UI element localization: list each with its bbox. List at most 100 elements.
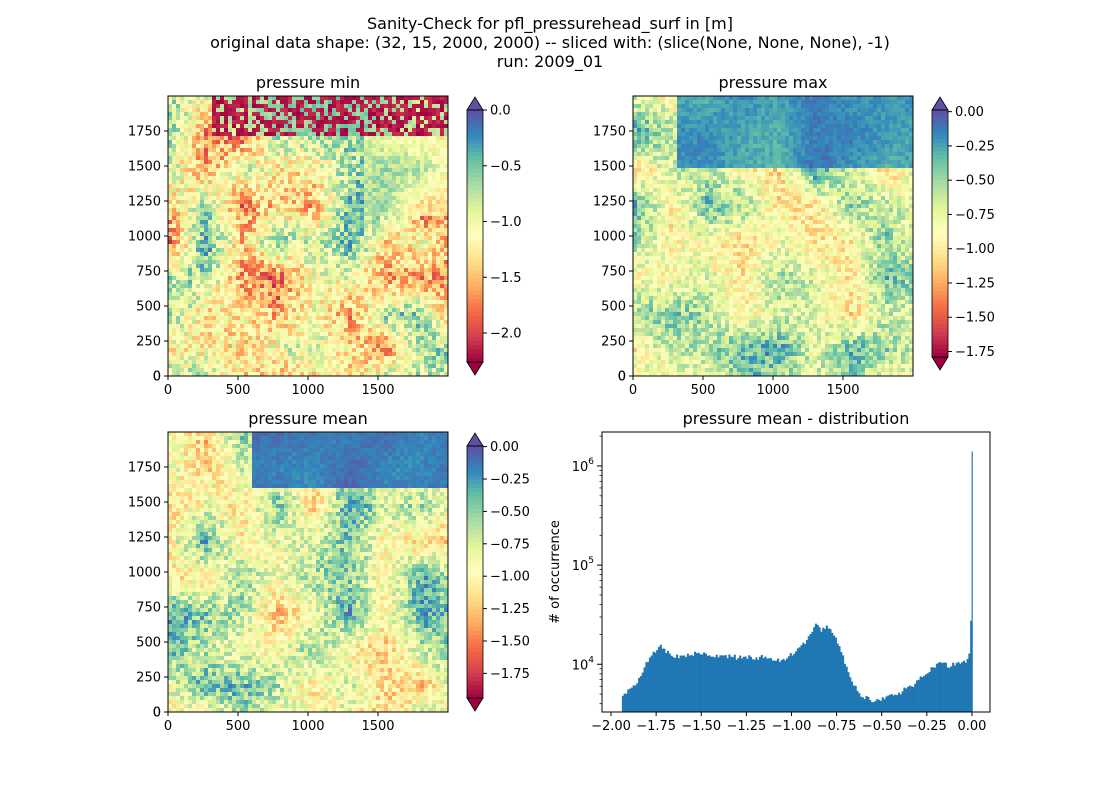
heatmap-cell [236, 200, 241, 205]
heatmap-cell [384, 372, 389, 376]
heatmap-cell [392, 136, 397, 141]
heatmap-cell [316, 112, 321, 117]
heatmap-cell [308, 288, 313, 293]
heatmap-cell [392, 360, 397, 365]
heatmap-cell [380, 180, 385, 185]
heatmap-cell [428, 184, 433, 189]
heatmap-cell [272, 304, 277, 309]
heatmap-cell [232, 360, 237, 365]
heatmap-cell [420, 316, 425, 321]
heatmap-cell [428, 204, 433, 209]
heatmap-cell [432, 200, 437, 205]
heatmap-cell [268, 304, 273, 309]
heatmap-cell [180, 144, 185, 149]
heatmap-cell [332, 292, 337, 297]
heatmap-cell [340, 184, 345, 189]
heatmap-cell [288, 100, 293, 105]
heatmap-cell [244, 344, 249, 349]
heatmap-cell [280, 152, 285, 157]
heatmap-cell [188, 272, 193, 277]
heatmap-cell [336, 112, 341, 117]
heatmap-cell [260, 324, 265, 329]
heatmap-cell [332, 132, 337, 137]
heatmap-cell [420, 100, 425, 105]
heatmap-cell [380, 168, 385, 173]
heatmap-cell [428, 272, 433, 277]
heatmap-cell [180, 176, 185, 181]
heatmap-cell [288, 320, 293, 325]
heatmap-cell [180, 188, 185, 193]
heatmap-cell [204, 300, 209, 305]
heatmap-cell [304, 140, 309, 145]
heatmap-cell [260, 316, 265, 321]
heatmap-cell [204, 184, 209, 189]
heatmap-cell [336, 296, 341, 301]
heatmap-cell [256, 368, 261, 373]
heatmap-cell [224, 224, 229, 229]
heatmap-cell [296, 172, 301, 177]
heatmap-cell [440, 240, 445, 245]
y-axis-label: # of occurrence [548, 520, 563, 624]
heatmap-cell [200, 316, 205, 321]
heatmap-cell [344, 116, 349, 121]
heatmap-cell [364, 240, 369, 245]
heatmap-cell [296, 108, 301, 113]
heatmap-cell [196, 160, 201, 165]
heatmap-cell [240, 156, 245, 161]
heatmap-cell [424, 116, 429, 121]
heatmap-cell [416, 148, 421, 153]
heatmap-cell [212, 372, 217, 376]
heatmap-cell [312, 200, 317, 205]
heatmap-cell [340, 192, 345, 197]
heatmap-cell [220, 284, 225, 289]
heatmap-cell [312, 280, 317, 285]
heatmap-cell [432, 276, 437, 281]
heatmap-cell [232, 128, 237, 133]
heatmap-cell [388, 256, 393, 261]
heatmap-cell [172, 108, 177, 113]
heatmap-cell [240, 360, 245, 365]
heatmap-cell [268, 252, 273, 257]
heatmap-cell [300, 188, 305, 193]
heatmap-cell [392, 196, 397, 201]
heatmap-cell [196, 300, 201, 305]
heatmap-cell [364, 260, 369, 265]
heatmap-cell [348, 192, 353, 197]
heatmap-cell [176, 208, 181, 213]
heatmap-cell [216, 352, 221, 357]
heatmap-cell [432, 104, 437, 109]
heatmap-cell [244, 284, 249, 289]
heatmap-cell [344, 188, 349, 193]
heatmap-cell [228, 128, 233, 133]
heatmap-cell [332, 124, 337, 129]
heatmap-cell [200, 260, 205, 265]
heatmap-cell [244, 120, 249, 125]
y-tick-label: 0 [153, 370, 161, 385]
heatmap-cell [188, 168, 193, 173]
heatmap-cell [264, 360, 269, 365]
heatmap-cell [376, 260, 381, 265]
heatmap-cell [428, 260, 433, 265]
heatmap-cell [260, 332, 265, 337]
heatmap-cell [356, 172, 361, 177]
heatmap-cell [372, 232, 377, 237]
heatmap-cell [260, 100, 265, 105]
heatmap-cell [264, 356, 269, 361]
heatmap-cell [180, 172, 185, 177]
heatmap-cell [188, 240, 193, 245]
heatmap-cell [216, 116, 221, 121]
heatmap-cell [320, 368, 325, 373]
heatmap-cell [184, 268, 189, 273]
heatmap-cell [356, 248, 361, 253]
heatmap-cell [364, 252, 369, 257]
heatmap-cell [248, 272, 253, 277]
heatmap-cell [380, 328, 385, 333]
heatmap-cell [432, 244, 437, 249]
heatmap-cell [240, 356, 245, 361]
heatmap-cell [312, 360, 317, 365]
heatmap-cell [208, 332, 213, 337]
heatmap-cell [316, 228, 321, 233]
heatmap-cell [352, 216, 357, 221]
heatmap-cell [388, 356, 393, 361]
heatmap-cell [208, 280, 213, 285]
